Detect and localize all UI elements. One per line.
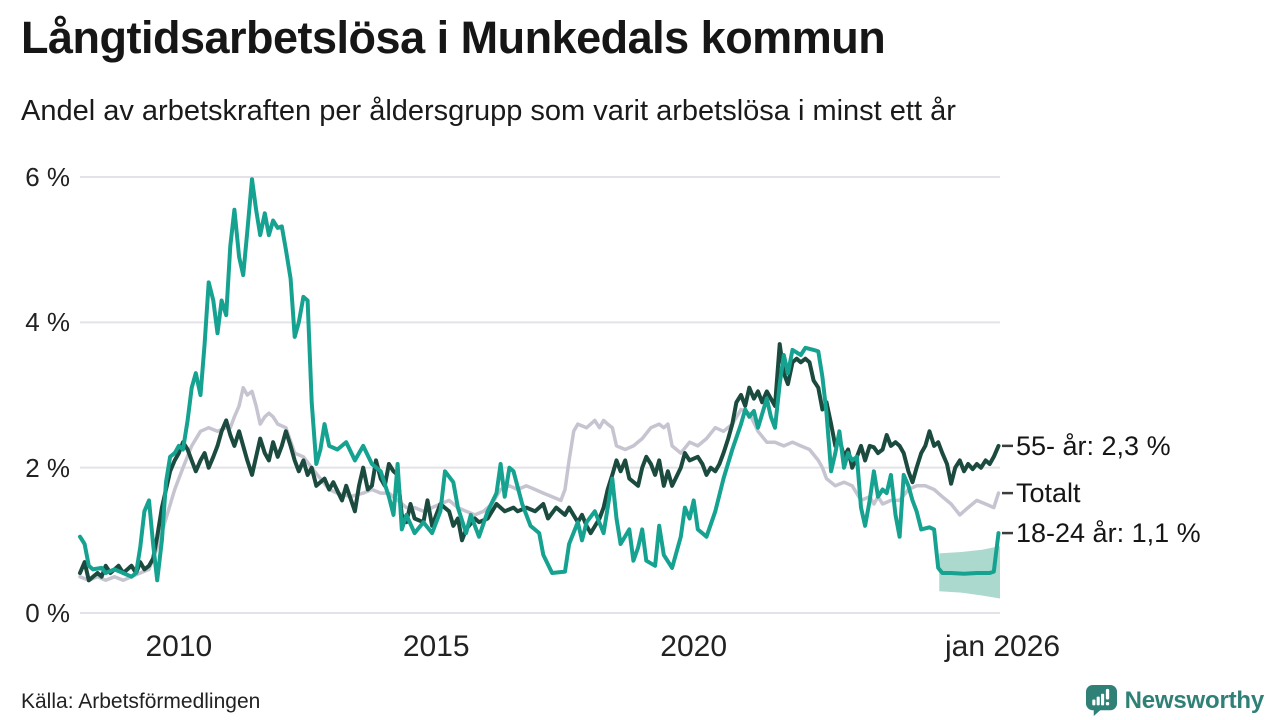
y-tick-label-0: 0 % [25,598,70,628]
newsworthy-logo: Newsworthy [1085,684,1264,717]
series-line-18-24-ar [78,177,1001,583]
series-line-55-ar [78,342,1001,583]
newsworthy-wordmark: Newsworthy [1124,686,1265,714]
legend-item-totalt: Totalt [1016,478,1081,509]
chart-title: Långtidsarbetslösa i Munkedals kommun [21,12,886,63]
x-tick-label-2010: 2010 [145,630,213,663]
newsworthy-speech-bubble-bar-chart-icon [1085,684,1117,717]
source-note: Källa: Arbetsförmedlingen [21,690,261,713]
x-tick-label-2015: 2015 [402,630,470,663]
y-tick-label-4: 4 % [25,307,70,338]
y-tick-label-6: 6 % [25,162,70,192]
chart-subtitle: Andel av arbetskraften per åldersgrupp s… [21,95,956,127]
y-tick-label-2: 2 % [25,452,70,483]
x-tick-label-2020: 2020 [660,630,728,663]
legend-item-55-ar: 55- år: 2,3 % [1016,430,1171,461]
x-tick-label-2026: jan 2026 [945,630,1061,663]
series-line-totalt [78,385,1001,583]
legend-item-18-24-ar: 18-24 år: 1,1 % [1016,518,1201,549]
